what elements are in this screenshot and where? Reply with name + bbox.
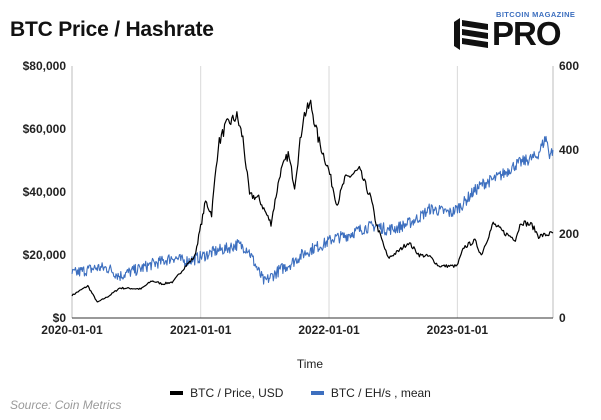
series-line-hashrate [71, 135, 554, 285]
legend-swatch-price [170, 391, 184, 395]
chart-legend: BTC / Price, USD BTC / EH/s , mean [0, 384, 601, 400]
y-right-tick-label: 400 [559, 143, 579, 157]
chart-area: 2020-01-01 2021-01-01 2022-01-01 2023-01-01… [23, 59, 580, 371]
source-note: Source: Coin Metrics [10, 398, 122, 412]
brand-logo: BITCOIN MAGAZINE PRO [452, 10, 592, 52]
legend-item-hashrate: BTC / EH/s , mean [310, 386, 431, 400]
y-left-tick-label: $20,000 [23, 248, 67, 262]
chart-ticks: 2020-01-01 2021-01-01 2022-01-01 2023-01-01… [23, 59, 580, 337]
brand-top-text: BITCOIN MAGAZINE [496, 10, 576, 19]
y-left-tick-label: $80,000 [23, 59, 67, 73]
chart-grid [71, 66, 458, 318]
y-right-tick-label: 200 [559, 227, 579, 241]
y-right-tick-label: 600 [559, 59, 579, 73]
x-tick-label: 2021-01-01 [170, 323, 232, 337]
flag-logo-icon [454, 18, 488, 50]
y-left-tick-label: $0 [53, 311, 67, 325]
chart-axes [71, 66, 554, 319]
legend-item-price: BTC / Price, USD [170, 386, 283, 400]
brand-main-text: PRO [492, 15, 562, 52]
y-right-tick-label: 0 [559, 311, 566, 325]
x-tick-label: 2020-01-01 [41, 323, 103, 337]
x-axis-title: Time [297, 357, 324, 371]
chart-title: BTC Price / Hashrate [10, 18, 214, 41]
legend-label-hashrate: BTC / EH/s , mean [330, 386, 431, 400]
legend-swatch-hashrate [310, 391, 324, 395]
y-left-tick-label: $60,000 [23, 122, 67, 136]
legend-label-price: BTC / Price, USD [190, 386, 284, 400]
series-line-price [71, 99, 554, 303]
x-tick-label: 2023-01-01 [427, 323, 489, 337]
x-tick-label: 2022-01-01 [298, 323, 360, 337]
chart-series [71, 99, 554, 303]
y-left-tick-label: $40,000 [23, 185, 67, 199]
